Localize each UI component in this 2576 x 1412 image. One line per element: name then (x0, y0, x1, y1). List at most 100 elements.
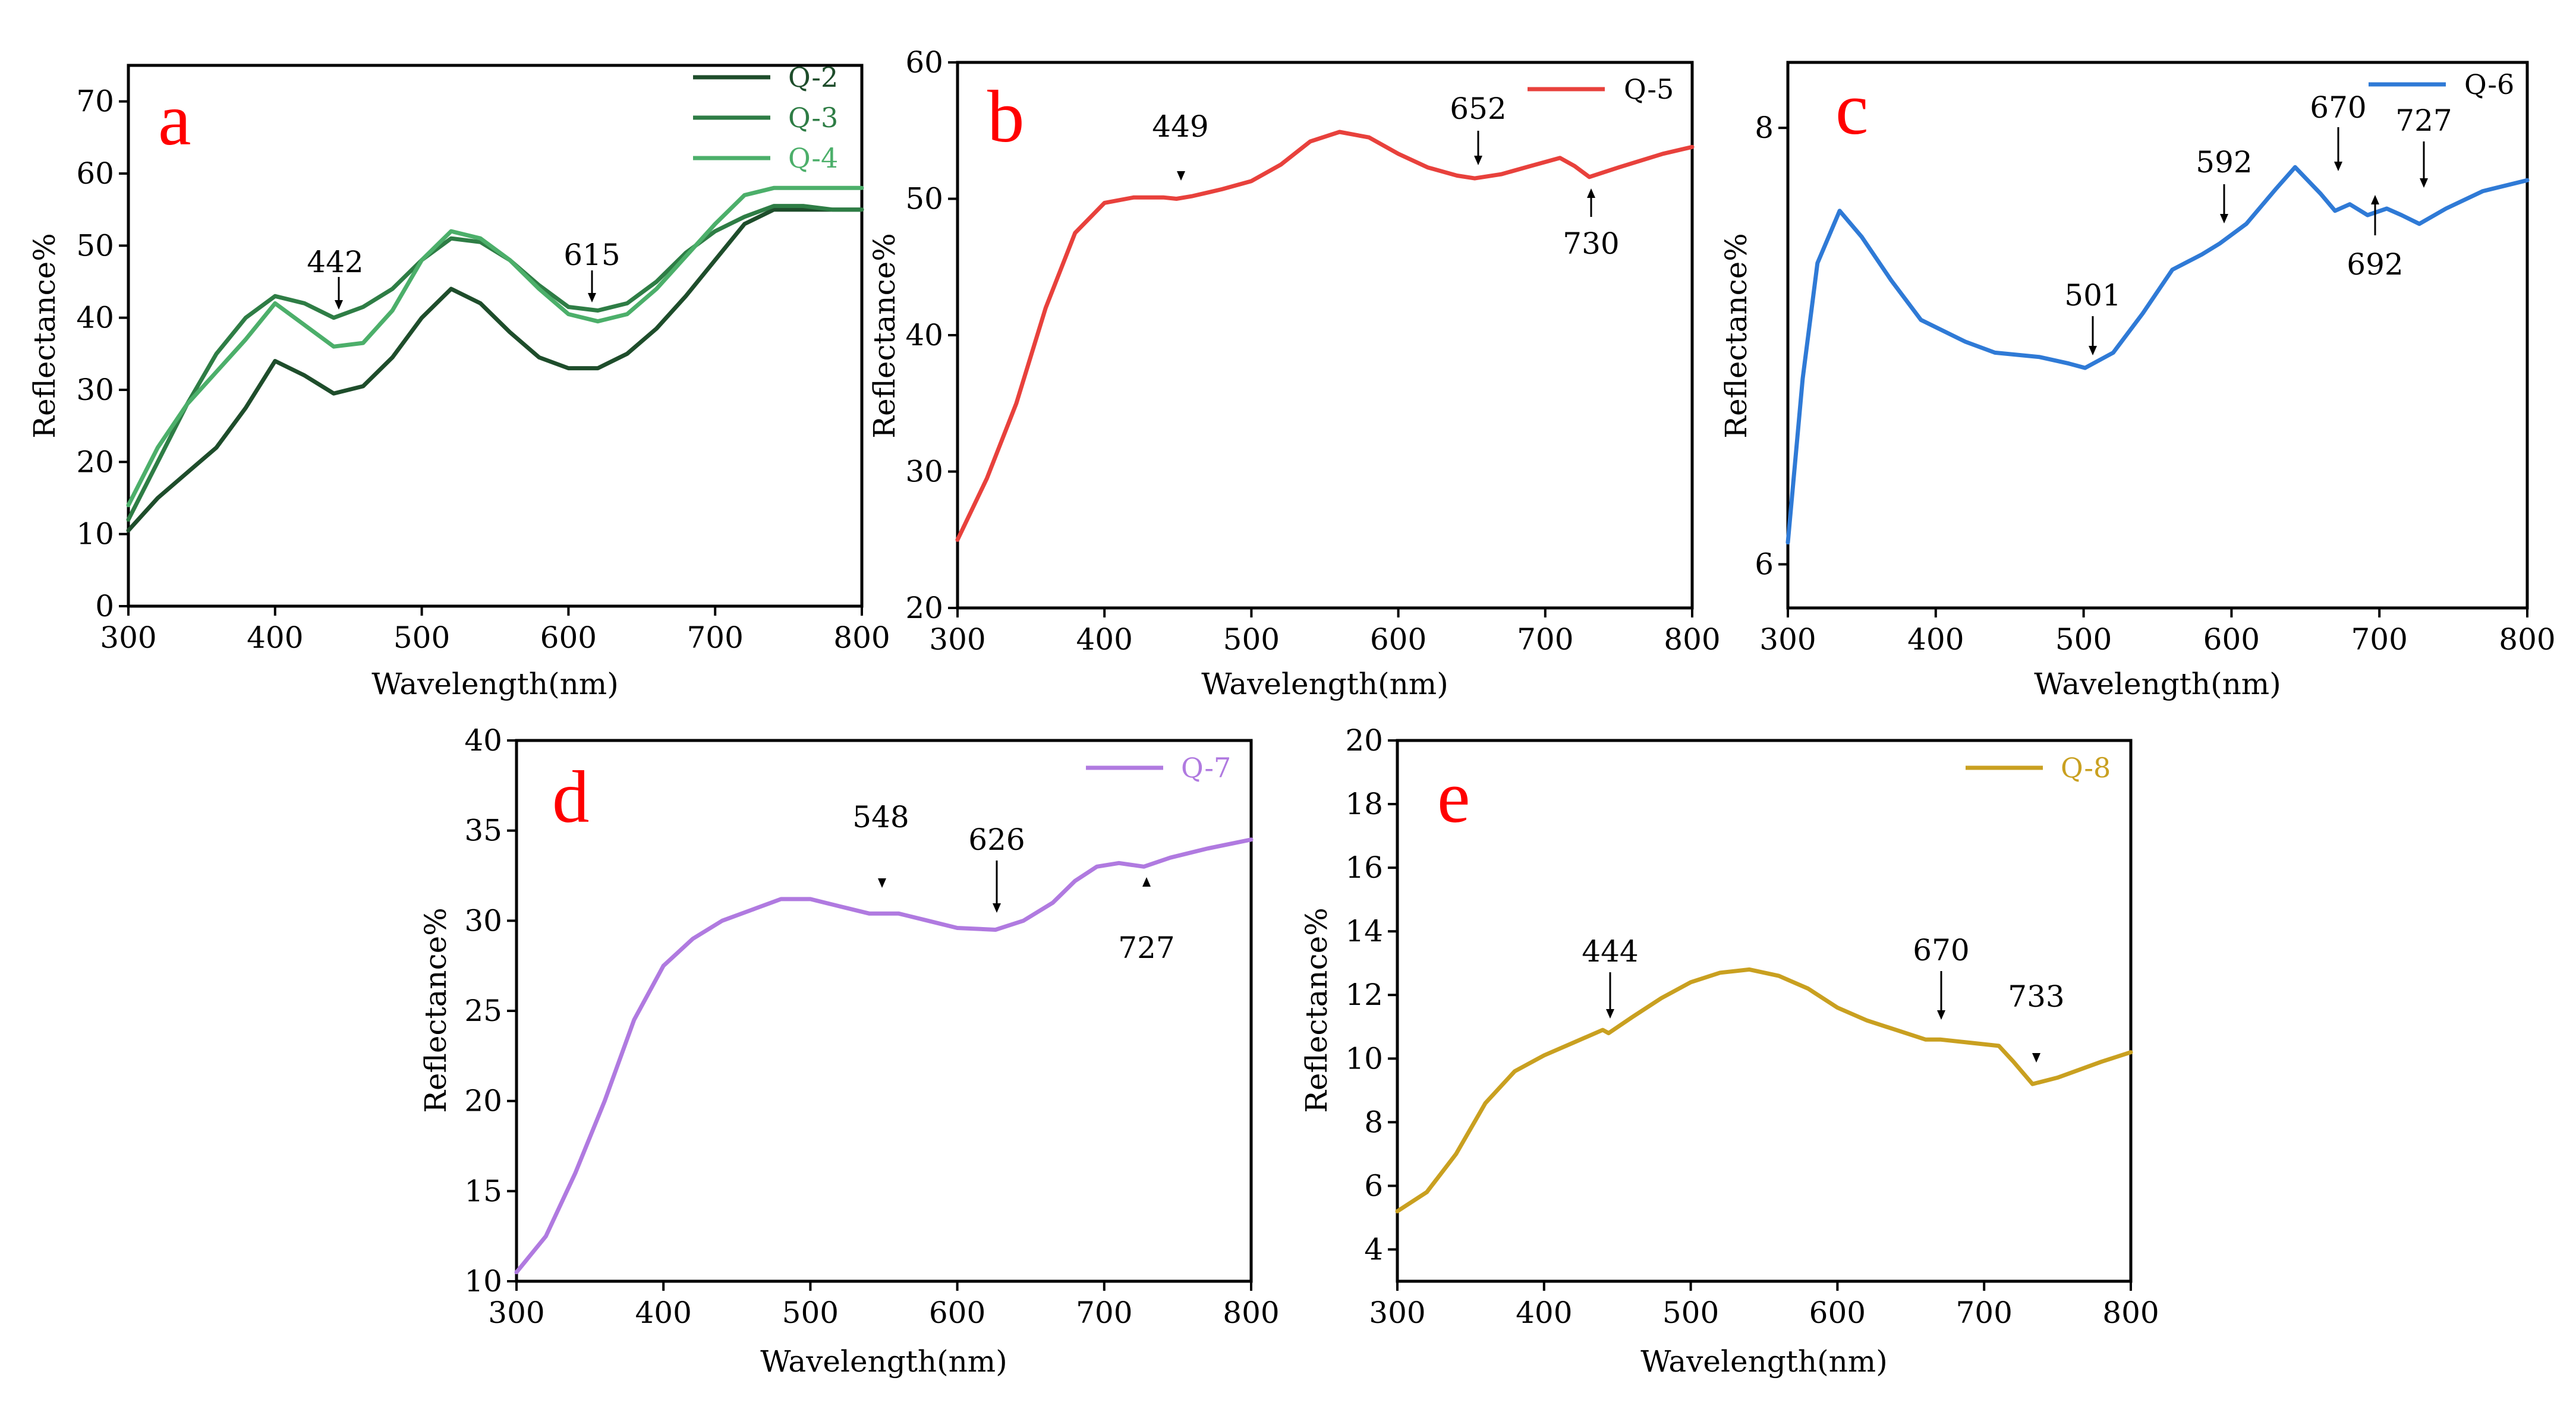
y-tick-label: 30 (905, 455, 943, 489)
annotation-arrowhead (1177, 171, 1185, 181)
annotation-label: 670 (2310, 90, 2366, 125)
annotation-label: 449 (1152, 109, 1208, 144)
annotation-arrowhead (1587, 188, 1595, 198)
annotation-d-548: 548 (852, 800, 909, 888)
series-line-q-4 (126, 185, 864, 508)
panel-c: 300 400 500 600 700 800 6 8 Wavelength(nm) Refl… (1719, 61, 2556, 701)
y-axis-title-e: Reflectance% (1299, 907, 1334, 1112)
annotation-arrowhead (1474, 156, 1482, 165)
annotation-arrowhead (993, 903, 1001, 913)
annotation-label: 670 (1913, 933, 1969, 967)
panel-b: 300 400 500 600 700 800 20 30 40 50 60 Wavelength(… (867, 45, 1721, 701)
y-tick-label: 10 (1345, 1041, 1383, 1076)
x-tick-label: 600 (929, 1296, 985, 1330)
annotation-arrowhead (1937, 1010, 1945, 1020)
annotation-label: 592 (2196, 145, 2252, 179)
y-tick-label: 8 (1755, 111, 1774, 145)
x-tick-label: 400 (1907, 622, 1964, 657)
y-tick-label: 20 (76, 445, 114, 479)
annotation-a-442: 442 (307, 245, 364, 310)
annotation-c-592: 592 (2196, 145, 2253, 223)
annotation-label: 727 (2395, 103, 2452, 138)
annotation-label: 727 (1118, 931, 1174, 965)
panel-d: 300 400 500 600 700 800 10 15 20 25 30 35 40 Wavelen… (418, 723, 1280, 1379)
annotation-label: 444 (1582, 934, 1638, 969)
annotation-label: 652 (1450, 92, 1506, 126)
y-tick-label: 12 (1345, 978, 1383, 1012)
annotation-c-670: 670 (2310, 90, 2367, 171)
x-tick-label: 500 (1223, 622, 1280, 657)
y-tick-label: 6 (1755, 547, 1774, 582)
x-axis-title-e: Wavelength(nm) (1640, 1344, 1887, 1379)
series-line-q-2 (126, 207, 864, 533)
legend-label-q7: Q-7 (1181, 752, 1231, 784)
legend-label-q2: Q-2 (788, 61, 838, 93)
x-tick-label: 700 (1955, 1296, 2012, 1330)
annotation-c-501: 501 (2064, 278, 2121, 355)
series-line-q-5 (955, 130, 1695, 542)
y-tick-label: 14 (1345, 914, 1383, 948)
annotation-b-730: 730 (1563, 188, 1620, 261)
annotation-arrowhead (2334, 162, 2342, 171)
y-tick-label: 60 (905, 45, 943, 80)
x-tick-label: 300 (100, 620, 156, 655)
series-line-q-6 (1785, 165, 2530, 545)
panel-letter-d: d (552, 757, 590, 839)
x-tick-label: 800 (833, 620, 890, 655)
y-tick-label: 20 (1345, 723, 1383, 758)
legend-label-q4: Q-4 (788, 142, 838, 174)
y-tick-label: 15 (464, 1174, 502, 1208)
y-tick-label: 20 (905, 591, 943, 625)
legend-b: Q-5 (1528, 73, 1674, 105)
annotation-label: 548 (852, 800, 909, 834)
x-tick-label: 800 (1664, 622, 1720, 657)
x-tick-label: 500 (782, 1296, 839, 1330)
x-tick-label: 600 (1370, 622, 1426, 657)
x-tick-label: 600 (2203, 622, 2260, 657)
panel-letter-b: b (987, 76, 1025, 158)
annotation-label: 615 (563, 238, 620, 272)
legend-label-q5: Q-5 (1624, 73, 1674, 105)
x-tick-label: 600 (540, 620, 597, 655)
annotation-arrowhead (1142, 877, 1151, 887)
y-tick-label: 30 (464, 903, 502, 938)
x-tick-label: 600 (1809, 1296, 1866, 1330)
annotation-d-626: 626 (968, 822, 1025, 913)
plot-frame-e (1396, 739, 2133, 1283)
annotation-e-670: 670 (1913, 933, 1970, 1020)
annotation-label: 501 (2064, 278, 2121, 313)
y-tick-label: 40 (464, 723, 502, 758)
x-tick-label: 500 (393, 620, 450, 655)
y-axis-title-b: Reflectance% (867, 233, 902, 438)
y-tick-label: 50 (905, 182, 943, 216)
annotation-arrowhead (878, 878, 886, 888)
y-tick-label: 25 (464, 994, 502, 1028)
panel-letter-e: e (1437, 757, 1470, 839)
plot-frame-a (127, 64, 864, 608)
legend-label-q3: Q-3 (788, 102, 838, 134)
panel-a: 300 400 500 600 700 800 0 10 20 30 40 50 60 70 Wavele… (27, 61, 890, 701)
annotation-arrowhead (2089, 346, 2097, 355)
x-tick-label: 500 (2055, 622, 2112, 657)
x-tick-label: 400 (1076, 622, 1132, 657)
annotation-label: 733 (2008, 979, 2064, 1014)
y-tick-label: 40 (905, 318, 943, 352)
legend-e: Q-8 (1966, 752, 2111, 784)
y-tick-label: 70 (76, 84, 114, 119)
x-tick-label: 300 (1759, 622, 1816, 657)
x-tick-label: 300 (929, 622, 985, 657)
series-line-q-8 (1395, 967, 2133, 1214)
legend-d: Q-7 (1086, 752, 1231, 784)
series-line-q-7 (514, 837, 1254, 1275)
y-tick-label: 20 (464, 1084, 502, 1118)
x-tick-label: 700 (1517, 622, 1573, 657)
y-axis-title-a: Reflectance% (27, 233, 62, 438)
x-tick-label: 800 (2102, 1296, 2159, 1330)
panel-e: 300 400 500 600 700 800 4 6 8 10 12 14 16 18 20 Wavele… (1299, 723, 2159, 1379)
y-tick-label: 40 (76, 301, 114, 335)
y-tick-label: 6 (1364, 1168, 1383, 1203)
y-tick-label: 8 (1364, 1105, 1383, 1139)
x-tick-label: 800 (1223, 1296, 1279, 1330)
annotation-c-727: 727 (2395, 103, 2452, 188)
